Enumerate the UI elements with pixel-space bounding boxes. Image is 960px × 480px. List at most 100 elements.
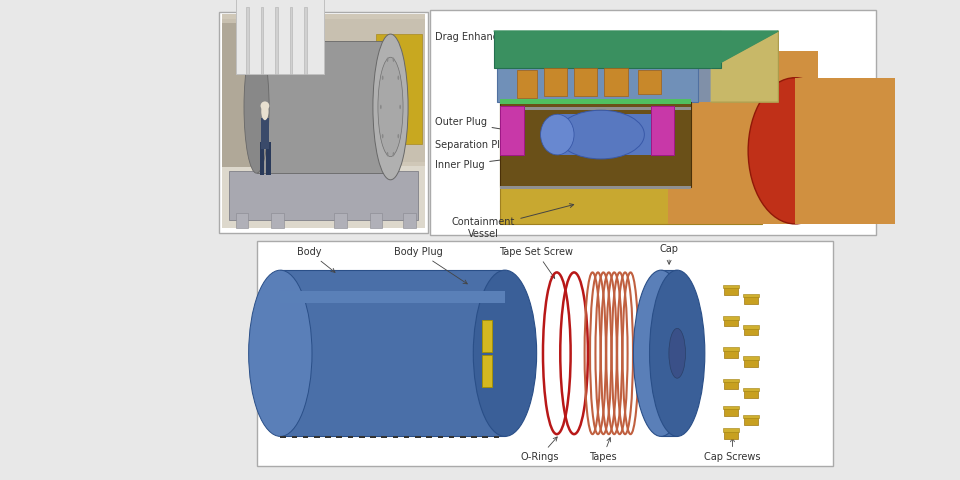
Ellipse shape <box>650 270 705 436</box>
Bar <box>500 106 524 155</box>
Bar <box>544 68 567 96</box>
Bar <box>743 325 759 329</box>
Bar <box>500 86 761 224</box>
Bar <box>723 348 739 351</box>
Text: Drag Enhancer: Drag Enhancer <box>435 32 547 48</box>
Bar <box>280 436 286 438</box>
Bar <box>661 270 677 436</box>
Bar <box>261 118 269 149</box>
Text: Inner Plug: Inner Plug <box>435 152 554 170</box>
Bar <box>724 430 737 439</box>
Bar <box>235 213 249 228</box>
Bar <box>637 70 661 94</box>
Ellipse shape <box>399 105 401 109</box>
Ellipse shape <box>244 41 269 173</box>
Bar <box>280 291 505 303</box>
Bar <box>280 270 505 436</box>
Bar <box>272 213 284 228</box>
Text: O-Rings: O-Rings <box>520 437 559 462</box>
Bar <box>724 287 737 295</box>
Ellipse shape <box>393 58 395 62</box>
Bar <box>517 70 538 98</box>
Bar <box>743 357 759 360</box>
Bar <box>222 19 425 162</box>
Bar <box>500 99 691 104</box>
Ellipse shape <box>748 78 842 224</box>
Text: Cap: Cap <box>660 244 679 264</box>
Bar <box>482 320 492 352</box>
Bar <box>292 436 298 438</box>
Bar <box>744 358 757 367</box>
Ellipse shape <box>669 328 685 378</box>
Bar <box>359 436 365 438</box>
Bar <box>500 186 691 190</box>
Text: Outer Plug: Outer Plug <box>435 118 507 131</box>
Bar <box>671 66 738 102</box>
Text: Tape Set Screw: Tape Set Screw <box>499 247 573 278</box>
Bar <box>743 294 759 297</box>
Bar <box>246 7 249 74</box>
Bar <box>795 78 896 224</box>
Ellipse shape <box>378 57 403 156</box>
Ellipse shape <box>397 75 399 80</box>
Bar <box>370 213 382 228</box>
Bar <box>500 102 691 187</box>
Bar <box>668 51 819 224</box>
Ellipse shape <box>397 134 399 138</box>
Ellipse shape <box>634 270 688 436</box>
Bar <box>256 41 391 173</box>
Bar <box>348 436 353 438</box>
Text: Cap Screws: Cap Screws <box>705 438 760 462</box>
Text: Containment
Vessel: Containment Vessel <box>452 204 574 239</box>
Bar <box>449 436 454 438</box>
Bar <box>430 10 876 235</box>
Bar <box>723 285 739 288</box>
Bar <box>743 415 759 419</box>
Ellipse shape <box>387 152 389 156</box>
Bar <box>471 436 477 438</box>
Bar <box>266 142 271 175</box>
Ellipse shape <box>380 105 382 109</box>
Polygon shape <box>711 31 779 102</box>
Bar <box>744 417 757 425</box>
Ellipse shape <box>261 103 269 120</box>
Bar <box>744 327 757 336</box>
Bar <box>744 390 757 398</box>
Bar <box>403 213 416 228</box>
Ellipse shape <box>260 101 270 110</box>
Text: Energy Absorber: Energy Absorber <box>733 90 815 115</box>
Bar <box>404 436 410 438</box>
Bar <box>460 436 466 438</box>
Text: Body Plug: Body Plug <box>395 247 468 284</box>
Bar <box>497 66 698 102</box>
Ellipse shape <box>387 58 389 62</box>
Ellipse shape <box>473 270 537 436</box>
Bar <box>723 406 739 409</box>
Bar <box>723 379 739 383</box>
Text: Separation Plug: Separation Plug <box>435 140 534 150</box>
Bar <box>219 12 428 233</box>
Ellipse shape <box>382 134 383 138</box>
Bar <box>381 436 387 438</box>
Bar <box>493 436 499 438</box>
Bar <box>483 436 488 438</box>
Bar <box>438 436 444 438</box>
Ellipse shape <box>382 75 383 80</box>
Bar <box>261 7 263 74</box>
Ellipse shape <box>393 152 395 156</box>
Bar <box>290 7 292 74</box>
Bar <box>257 241 833 466</box>
Bar <box>334 213 347 228</box>
Ellipse shape <box>249 270 312 436</box>
Bar <box>426 436 432 438</box>
Bar <box>724 349 737 358</box>
Bar <box>325 436 331 438</box>
Bar <box>493 31 721 68</box>
Bar <box>724 318 737 326</box>
Bar <box>222 14 425 228</box>
Ellipse shape <box>540 114 574 155</box>
Bar <box>724 408 737 416</box>
Bar <box>276 7 277 74</box>
Text: Body: Body <box>297 247 335 272</box>
Bar <box>371 436 375 438</box>
